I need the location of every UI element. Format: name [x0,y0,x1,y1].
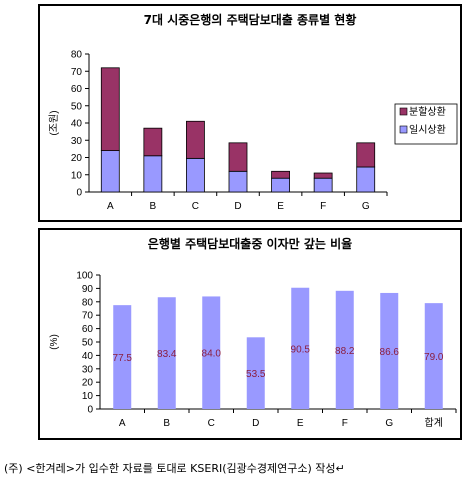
bar-segment-lump-sum [313,177,333,193]
y-tick-label: 90 [82,284,94,295]
x-tick-label: E [297,418,304,429]
y-tick-label: 10 [82,391,94,402]
legend-label: 분할상환 [409,106,446,118]
x-tick-label: G [362,201,370,212]
chart-title: 7대 시중은행의 주택담보대출 종류별 현황 [144,12,357,27]
bar [246,337,265,409]
stacked-bar-chart: 7대 시중은행의 주택담보대출 종류별 현황 0 10 20 30 40 50 60 70 80 (… [48,12,458,212]
percentage-bar-chart: 은행별 주택담보대출중 이자만 갚는 비율 0 10 20 30 40 50 60 70 80 90… [49,236,457,429]
legend-label: 일시상환 [409,124,446,136]
x-tick-label: D [252,418,259,429]
y-tick-label: 40 [82,351,94,362]
bar-segment-lump-sum [356,166,376,193]
legend-swatch [399,107,408,116]
y-tick-label: 80 [71,50,83,61]
bar [380,292,399,409]
bar-segment-installment [271,170,290,179]
y-axis-label: (%) [49,334,60,350]
y-tick-label: 50 [82,338,94,349]
data-label: 88.2 [335,346,355,357]
bar-segment-lump-sum [100,150,120,193]
bar-segment-installment [143,127,163,157]
bar-segment-installment [313,172,333,179]
bar [113,305,132,409]
x-tick-label: F [342,418,348,429]
legend-swatch [399,125,408,134]
bar-segment-lump-sum [271,177,290,193]
x-tick-label: B [163,418,170,429]
y-tick-label: 20 [71,153,83,164]
x-tick-label: 합계 [425,417,443,429]
y-tick-label: 30 [71,136,83,147]
y-tick-label: 70 [82,311,94,322]
percentage-bar-chart-panel: 은행별 주택담보대출중 이자만 갚는 비율 0 10 20 30 40 50 60 70 80 90… [38,228,462,440]
bar [335,290,354,409]
x-tick-label: E [277,201,284,212]
bar-segment-installment [228,142,248,172]
source-footnote: (주) <한겨레>가 입수한 자료를 토대로 KSERI(김광수경제연구소) 작… [4,462,345,475]
y-tick-label: 40 [71,119,83,130]
bar-segment-installment [356,142,376,168]
bar [157,297,176,409]
x-tick-label: A [107,201,114,212]
stacked-bar-chart-panel: 7대 시중은행의 주택담보대출 종류별 현황 0 10 20 30 40 50 60 70 80 (… [38,4,462,222]
data-label: 84.0 [202,349,222,360]
x-tick-label: D [234,201,241,212]
x-tick-label: C [192,201,199,212]
data-label: 86.6 [380,347,400,358]
bar-segment-lump-sum [186,157,205,193]
bar [202,296,221,409]
y-tick-label: 50 [71,101,83,112]
y-axis-label: (조원) [48,110,60,135]
data-label: 79.0 [424,352,444,363]
y-tick-label: 0 [76,188,82,199]
y-tick-label: 60 [82,324,94,335]
bar-segment-lump-sum [228,170,248,193]
y-tick-label: 30 [82,364,94,375]
y-tick-label: 100 [76,271,93,282]
x-tick-label: F [320,201,326,212]
chart-title: 은행별 주택담보대출중 이자만 갚는 비율 [148,236,352,251]
y-tick-label: 80 [82,297,94,308]
bar [424,303,443,409]
x-tick-label: A [119,418,126,429]
bar-segment-lump-sum [143,155,163,193]
bar-segment-installment [186,120,205,159]
y-tick-label: 60 [71,84,83,95]
bar [291,287,310,409]
data-label: 77.5 [113,353,133,364]
data-label: 90.5 [291,344,311,355]
y-tick-label: 70 [71,67,83,78]
y-tick-label: 10 [71,170,83,181]
x-tick-label: C [208,418,215,429]
x-tick-label: G [385,418,393,429]
bar-segment-installment [100,67,120,152]
y-tick-label: 0 [87,405,93,416]
data-label: 83.4 [157,349,177,360]
x-tick-label: B [150,201,157,212]
y-tick-label: 20 [82,378,94,389]
data-label: 53.5 [246,369,266,380]
